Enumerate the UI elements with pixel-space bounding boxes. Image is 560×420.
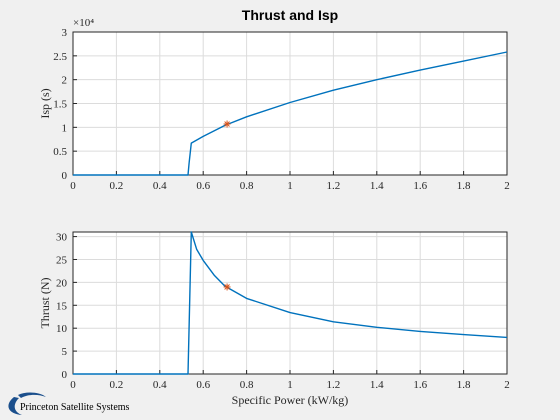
y-tick-label: 15 — [56, 300, 68, 312]
logo-text: Princeton Satellite Systems — [20, 402, 130, 413]
x-tick-label: 1.8 — [457, 379, 471, 391]
pss-logo: Princeton Satellite Systems — [8, 392, 130, 415]
logo-swoosh-icon — [8, 397, 22, 415]
x-tick-label: 0.6 — [196, 180, 210, 192]
y-tick-label: 5 — [62, 346, 68, 358]
y-exponent-label: ×10⁴ — [73, 17, 94, 29]
x-tick-label: 2 — [504, 379, 510, 391]
y-tick-label: 2 — [62, 75, 68, 87]
x-tick-label: 1.4 — [370, 180, 384, 192]
y-tick-label: 2.5 — [53, 51, 67, 63]
x-tick-label: 0.2 — [110, 180, 124, 192]
x-tick-label: 0.4 — [153, 379, 167, 391]
operating-point-marker — [223, 283, 231, 291]
x-tick-label: 1.8 — [457, 180, 471, 192]
chart-title: Thrust and Isp — [242, 7, 338, 23]
x-tick-label: 1.2 — [327, 379, 341, 391]
x-tick-label: 1 — [287, 180, 293, 192]
x-tick-label: 0.4 — [153, 180, 167, 192]
x-tick-label: 0.8 — [240, 379, 254, 391]
x-tick-label: 0.2 — [110, 379, 124, 391]
y-axis-label: Isp (s) — [38, 88, 52, 118]
y-tick-label: 0.5 — [53, 146, 67, 158]
x-tick-label: 2 — [504, 180, 510, 192]
y-tick-label: 1 — [62, 122, 68, 134]
y-tick-label: 30 — [56, 232, 68, 244]
marker-stroke — [224, 284, 230, 290]
x-axis-label: Specific Power (kW/kg) — [232, 393, 349, 407]
y-tick-label: 3 — [62, 27, 68, 39]
x-tick-label: 1.6 — [413, 379, 427, 391]
y-tick-label: 10 — [56, 323, 68, 335]
x-tick-label: 0 — [70, 180, 76, 192]
y-axis-label: Thrust (N) — [38, 278, 52, 329]
x-tick-label: 1.6 — [413, 180, 427, 192]
isp-subplot: 0 0.2 0.4 0.6 0.8 1 1.2 1.4 1.6 1.8 2 0 0.5 1 1.5 2 2.5 3… — [38, 17, 510, 192]
series-line — [73, 51, 508, 176]
y-tick-label: 25 — [56, 254, 68, 266]
y-tick-label: 20 — [56, 277, 68, 289]
logo-arc-icon — [18, 392, 46, 398]
y-tick-label: 0 — [62, 369, 68, 381]
axes-frame — [72, 31, 508, 176]
axes-frame — [72, 231, 508, 375]
series-line — [73, 231, 508, 375]
y-tick-label: 1.5 — [53, 99, 67, 111]
y-tick-label: 0 — [62, 170, 68, 182]
x-tick-label: 0.6 — [196, 379, 210, 391]
x-tick-label: 0.8 — [240, 180, 254, 192]
thrust-subplot: 0 0.2 0.4 0.6 0.8 1 1.2 1.4 1.6 1.8 2051015202530T… — [38, 231, 510, 407]
marker-stroke — [224, 121, 230, 127]
x-tick-label: 1 — [287, 379, 293, 391]
x-tick-label: 1.2 — [327, 180, 341, 192]
x-tick-label: 1.4 — [370, 379, 384, 391]
operating-point-marker — [223, 120, 231, 128]
x-tick-label: 0 — [70, 379, 76, 391]
